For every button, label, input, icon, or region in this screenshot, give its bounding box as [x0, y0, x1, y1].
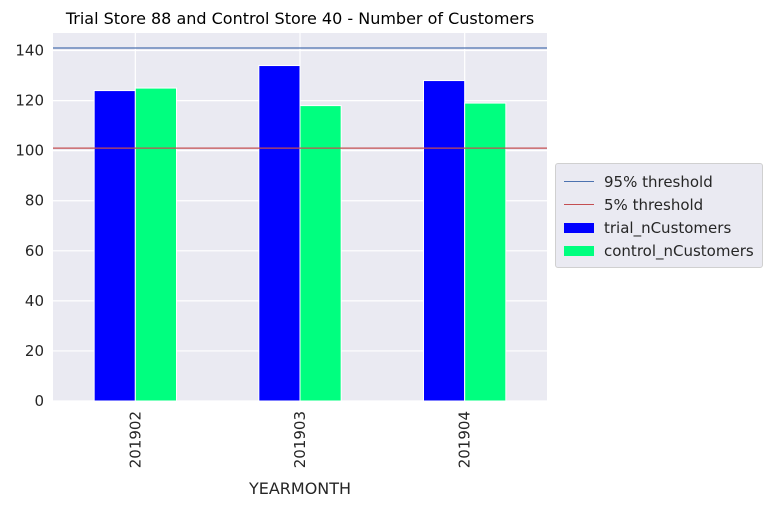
legend-label: trial_nCustomers — [604, 218, 732, 237]
bar-trial-ncustomers — [423, 80, 466, 402]
bars — [93, 65, 507, 402]
y-tick-label: 20 — [25, 342, 44, 360]
y-tick-label: 0 — [34, 392, 44, 410]
bar-control-ncustomers — [464, 102, 507, 402]
legend-swatch — [564, 181, 594, 182]
x-tick-label: 201904 — [456, 411, 474, 468]
legend-item: 95% threshold — [564, 170, 754, 193]
legend-item: trial_nCustomers — [564, 216, 754, 239]
legend: 95% threshold 5% threshold trial_nCustomer… — [555, 163, 763, 268]
legend-item: control_nCustomers — [564, 239, 754, 262]
legend-label: control_nCustomers — [604, 241, 754, 260]
y-tick-labels: 0 20 40 60 80 100 120 140 — [15, 42, 44, 410]
bar-trial-ncustomers — [258, 65, 301, 402]
x-tick-labels: 201902 201903 201904 — [126, 411, 473, 468]
y-tick-label: 40 — [25, 292, 44, 310]
y-tick-label: 100 — [15, 142, 44, 160]
y-tick-label: 120 — [15, 92, 44, 110]
bar-control-ncustomers — [299, 105, 342, 402]
legend-item: 5% threshold — [564, 193, 754, 216]
chart-title: Trial Store 88 and Control Store 40 - Nu… — [65, 9, 534, 28]
legend-label: 5% threshold — [604, 195, 704, 214]
legend-label: 95% threshold — [604, 172, 713, 191]
bar-control-ncustomers — [134, 87, 177, 402]
x-tick-label: 201903 — [291, 411, 309, 468]
legend-swatch — [564, 245, 594, 256]
x-axis-label: YEARMONTH — [248, 479, 351, 498]
legend-swatch — [564, 222, 594, 233]
y-tick-label: 60 — [25, 242, 44, 260]
y-tick-label: 80 — [25, 192, 44, 210]
threshold-lines — [53, 47, 547, 149]
x-tick-label: 201902 — [126, 411, 144, 468]
legend-swatch — [564, 204, 594, 205]
y-tick-label: 140 — [15, 42, 44, 60]
bar-trial-ncustomers — [93, 90, 136, 402]
